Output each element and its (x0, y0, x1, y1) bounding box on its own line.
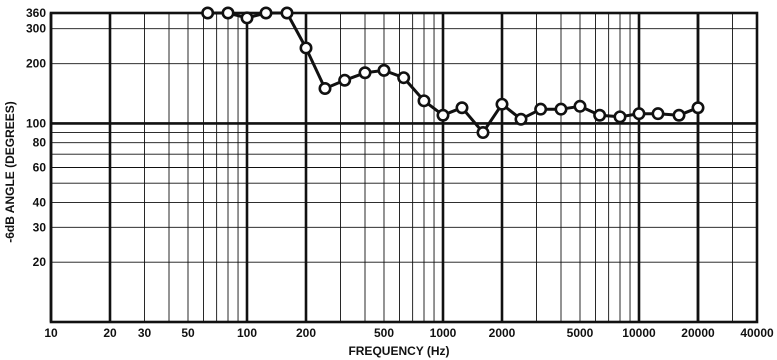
data-point (554, 102, 568, 116)
plot-frame (49, 11, 759, 324)
y-tick-label: 80 (33, 136, 47, 150)
data-point (358, 66, 372, 80)
x-tick-label: 2000 (489, 326, 516, 340)
y-tick-label: 300 (26, 22, 46, 36)
x-tick-label: 10000 (622, 326, 656, 340)
data-point (377, 63, 391, 77)
data-point (201, 6, 215, 20)
y-tick-label: 60 (33, 161, 47, 175)
data-point (672, 108, 686, 122)
x-tick-label: 500 (374, 326, 394, 340)
data-point (613, 110, 627, 124)
x-tick-label: 40000 (740, 326, 774, 340)
y-tick-labels: 20 30 40 60 80 100 200 300 360 (26, 6, 46, 269)
data-point (221, 6, 235, 20)
y-tick-label: 40 (33, 195, 47, 209)
y-tick-label: 20 (33, 255, 47, 269)
x-tick-label: 5000 (567, 326, 594, 340)
data-point (514, 112, 528, 126)
data-point (338, 73, 352, 87)
data-point (593, 108, 607, 122)
data-point (436, 108, 450, 122)
x-tick-labels: 10 20 30 50 100 200 500 1000 2000 5000 10000 20000 4… (44, 326, 774, 340)
data-point (240, 11, 254, 25)
y-tick-label: 100 (26, 116, 46, 130)
x-tick-label: 200 (296, 326, 316, 340)
y-axis-title: -6dB ANGLE (DEGREES) (3, 101, 17, 243)
data-point (280, 6, 294, 20)
y-tick-label: 200 (26, 57, 46, 71)
x-tick-label: 50 (181, 326, 195, 340)
data-point (318, 81, 332, 95)
y-tick-label: 360 (26, 6, 46, 20)
data-points (201, 6, 705, 140)
minor-gridlines (51, 13, 758, 322)
x-tick-label: 1000 (430, 326, 457, 340)
data-point (455, 101, 469, 115)
x-tick-label: 20000 (681, 326, 715, 340)
x-tick-label: 10 (44, 326, 58, 340)
x-tick-label: 30 (138, 326, 152, 340)
data-point (299, 41, 313, 55)
data-point (495, 97, 509, 111)
x-axis-title: FREQUENCY (Hz) (348, 344, 449, 358)
data-point (573, 99, 587, 113)
data-point (691, 101, 705, 115)
plot-border (49, 11, 759, 324)
y-tick-label: 30 (33, 220, 47, 234)
data-point (632, 107, 646, 121)
x-tick-label: 100 (237, 326, 257, 340)
data-point (417, 94, 431, 108)
data-point (476, 126, 490, 140)
data-point (259, 6, 273, 20)
data-point (651, 107, 665, 121)
data-point (397, 71, 411, 85)
x-tick-label: 20 (103, 326, 117, 340)
data-point (534, 102, 548, 116)
